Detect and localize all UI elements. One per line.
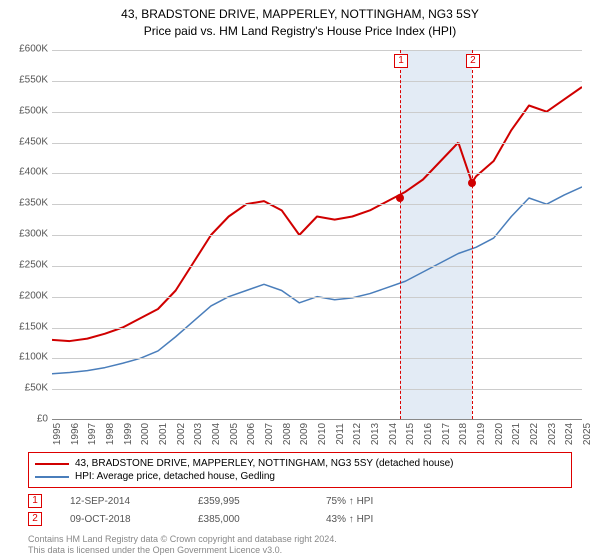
y-gridline bbox=[52, 173, 582, 174]
legend-label: HPI: Average price, detached house, Gedl… bbox=[75, 471, 275, 482]
sale-point bbox=[396, 194, 404, 202]
x-tick-label: 1996 bbox=[70, 423, 81, 445]
y-gridline bbox=[52, 266, 582, 267]
footnote-line-1: Contains HM Land Registry data © Crown c… bbox=[28, 534, 337, 545]
legend-swatch bbox=[35, 476, 69, 478]
y-tick-label: £100K bbox=[4, 352, 48, 363]
x-tick-label: 2005 bbox=[229, 423, 240, 445]
x-tick-label: 2021 bbox=[511, 423, 522, 445]
transaction-marker: 2 bbox=[28, 512, 42, 526]
y-gridline bbox=[52, 143, 582, 144]
y-gridline bbox=[52, 297, 582, 298]
y-gridline bbox=[52, 358, 582, 359]
x-tick-label: 2004 bbox=[211, 423, 222, 445]
legend-row: 43, BRADSTONE DRIVE, MAPPERLEY, NOTTINGH… bbox=[35, 457, 565, 470]
y-tick-label: £550K bbox=[4, 74, 48, 85]
y-gridline bbox=[52, 389, 582, 390]
series-price-paid-segment2 bbox=[472, 87, 582, 183]
x-tick-label: 2014 bbox=[388, 423, 399, 445]
y-tick-label: £150K bbox=[4, 321, 48, 332]
transaction-row: 2 09-OCT-2018 £385,000 43% ↑ HPI bbox=[28, 510, 426, 528]
legend-row: HPI: Average price, detached house, Gedl… bbox=[35, 470, 565, 483]
y-gridline bbox=[52, 50, 582, 51]
title-line-2: Price paid vs. HM Land Registry's House … bbox=[0, 23, 600, 40]
transaction-hpi-delta: 43% ↑ HPI bbox=[326, 514, 426, 525]
y-gridline bbox=[52, 235, 582, 236]
y-tick-label: £200K bbox=[4, 290, 48, 301]
y-gridline bbox=[52, 112, 582, 113]
x-tick-label: 2015 bbox=[405, 423, 416, 445]
legend-swatch bbox=[35, 463, 69, 465]
y-tick-label: £0 bbox=[4, 414, 48, 425]
legend: 43, BRADSTONE DRIVE, MAPPERLEY, NOTTINGH… bbox=[28, 452, 572, 488]
plot: £0£50K£100K£150K£200K£250K£300K£350K£400… bbox=[52, 50, 582, 420]
x-tick-label: 2002 bbox=[176, 423, 187, 445]
y-tick-label: £600K bbox=[4, 44, 48, 55]
x-tick-label: 2016 bbox=[423, 423, 434, 445]
x-tick-label: 1998 bbox=[105, 423, 116, 445]
transactions-table: 1 12-SEP-2014 £359,995 75% ↑ HPI 2 09-OCT-201… bbox=[28, 492, 426, 528]
transaction-date: 12-SEP-2014 bbox=[70, 496, 170, 507]
x-tick-label: 1995 bbox=[52, 423, 63, 445]
series-price-paid-drop bbox=[458, 143, 472, 183]
x-tick-label: 2017 bbox=[441, 423, 452, 445]
title-line-1: 43, BRADSTONE DRIVE, MAPPERLEY, NOTTINGH… bbox=[0, 6, 600, 23]
y-gridline bbox=[52, 81, 582, 82]
y-gridline bbox=[52, 328, 582, 329]
x-tick-label: 2023 bbox=[547, 423, 558, 445]
event-vline bbox=[400, 50, 401, 419]
x-tick-label: 2019 bbox=[476, 423, 487, 445]
series-price-paid bbox=[52, 143, 458, 342]
transaction-row: 1 12-SEP-2014 £359,995 75% ↑ HPI bbox=[28, 492, 426, 510]
event-marker: 1 bbox=[394, 54, 408, 68]
x-tick-label: 2003 bbox=[193, 423, 204, 445]
series-hpi bbox=[52, 187, 582, 374]
x-tick-label: 1999 bbox=[123, 423, 134, 445]
x-tick-label: 2006 bbox=[246, 423, 257, 445]
y-tick-label: £50K bbox=[4, 383, 48, 394]
y-tick-label: £300K bbox=[4, 229, 48, 240]
x-tick-label: 2022 bbox=[529, 423, 540, 445]
event-vline bbox=[472, 50, 473, 419]
chart-title: 43, BRADSTONE DRIVE, MAPPERLEY, NOTTINGH… bbox=[0, 0, 600, 40]
y-tick-label: £350K bbox=[4, 198, 48, 209]
transaction-hpi-delta: 75% ↑ HPI bbox=[326, 496, 426, 507]
y-gridline bbox=[52, 204, 582, 205]
sale-point bbox=[468, 179, 476, 187]
chart-area: £0£50K£100K£150K£200K£250K£300K£350K£400… bbox=[52, 50, 582, 420]
x-tick-label: 2025 bbox=[582, 423, 593, 445]
event-marker: 2 bbox=[466, 54, 480, 68]
x-tick-label: 2020 bbox=[494, 423, 505, 445]
x-tick-label: 2008 bbox=[282, 423, 293, 445]
x-tick-label: 2009 bbox=[299, 423, 310, 445]
y-tick-label: £450K bbox=[4, 136, 48, 147]
footnote-line-2: This data is licensed under the Open Gov… bbox=[28, 545, 337, 556]
y-tick-label: £400K bbox=[4, 167, 48, 178]
transaction-marker: 1 bbox=[28, 494, 42, 508]
x-tick-label: 2007 bbox=[264, 423, 275, 445]
y-tick-label: £500K bbox=[4, 105, 48, 116]
x-tick-label: 2010 bbox=[317, 423, 328, 445]
transaction-price: £385,000 bbox=[198, 514, 298, 525]
x-tick-label: 2024 bbox=[564, 423, 575, 445]
transaction-price: £359,995 bbox=[198, 496, 298, 507]
x-tick-label: 2018 bbox=[458, 423, 469, 445]
footnote: Contains HM Land Registry data © Crown c… bbox=[28, 534, 337, 556]
legend-label: 43, BRADSTONE DRIVE, MAPPERLEY, NOTTINGH… bbox=[75, 458, 453, 469]
x-tick-label: 2013 bbox=[370, 423, 381, 445]
x-tick-label: 2001 bbox=[158, 423, 169, 445]
x-tick-label: 1997 bbox=[87, 423, 98, 445]
x-tick-label: 2012 bbox=[352, 423, 363, 445]
y-tick-label: £250K bbox=[4, 259, 48, 270]
transaction-date: 09-OCT-2018 bbox=[70, 514, 170, 525]
x-tick-label: 2011 bbox=[335, 423, 346, 445]
x-tick-label: 2000 bbox=[140, 423, 151, 445]
